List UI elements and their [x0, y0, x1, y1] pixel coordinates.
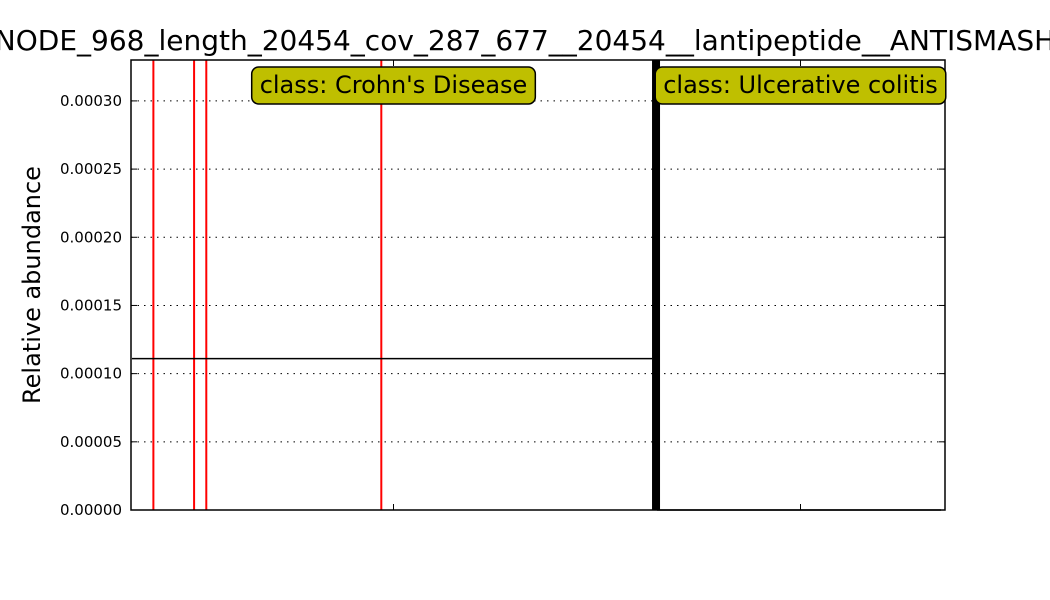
chart-title: NODE_968_length_20454_cov_287_677__20454…: [0, 24, 1050, 57]
y-tick-label: 0.00020: [60, 228, 122, 246]
y-tick-label: 0.00025: [60, 160, 122, 178]
class-means: [132, 357, 941, 511]
class-divider: [652, 60, 661, 510]
x-axis: [393, 60, 802, 510]
y-tick-label: 0.00000: [60, 501, 122, 519]
y-tick-label: 0.00015: [60, 296, 122, 314]
class-label: class: Ulcerative colitis: [654, 66, 947, 105]
plot-area-frame: [130, 59, 946, 511]
y-tick-label: 0.00030: [60, 92, 122, 110]
class-labels: class: Crohn's Disease class: Ulcerative …: [250, 66, 947, 105]
class-label-box: [250, 66, 537, 105]
y-tick-label: 0.00010: [60, 365, 122, 383]
grid-lines: [131, 100, 945, 443]
y-axis-label: Relative abundance: [18, 166, 46, 404]
y-axis: 0.00000 0.00005 0.00010 0.00015 0.00020 0.000…: [60, 92, 945, 519]
class-label-box: [654, 66, 947, 105]
y-tick-label: 0.00005: [60, 433, 122, 451]
class-label: class: Crohn's Disease: [250, 66, 537, 105]
bars: [152, 60, 661, 510]
class-label-text: class: Ulcerative colitis: [663, 71, 938, 99]
class-label-text: class: Crohn's Disease: [260, 71, 528, 99]
